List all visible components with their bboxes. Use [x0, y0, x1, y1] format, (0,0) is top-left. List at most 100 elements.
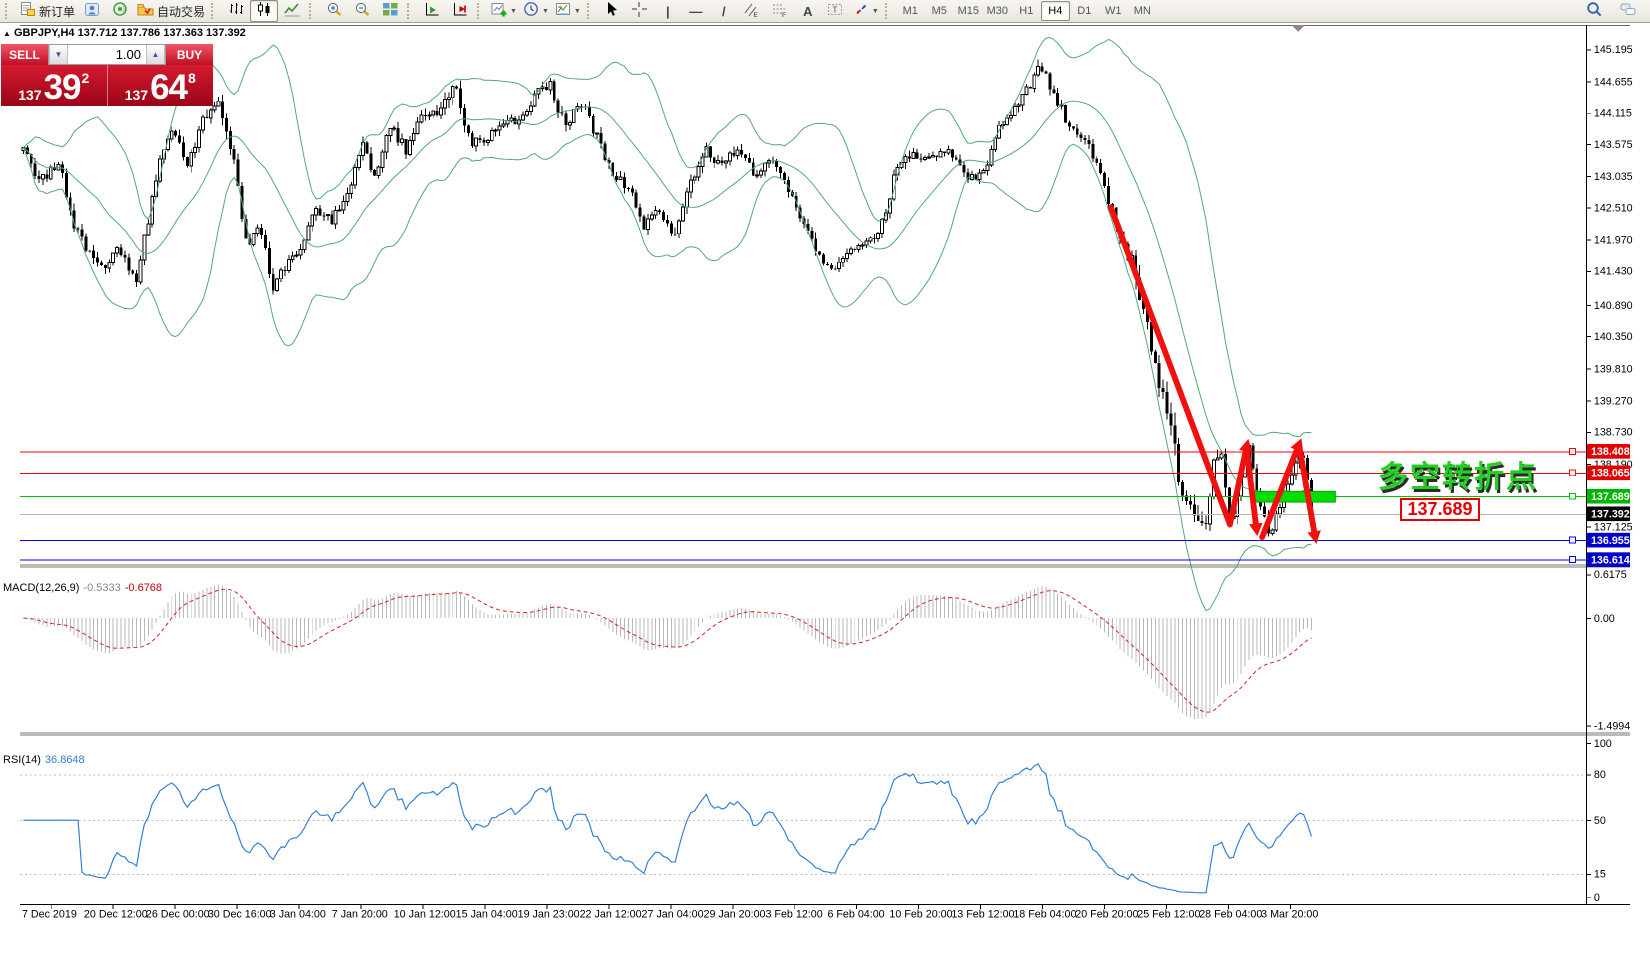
turning-point-annotation[interactable]: 多空转折点	[1378, 461, 1538, 494]
svg-text:139.270: 139.270	[1594, 396, 1633, 408]
macd-histogram	[26, 584, 1312, 720]
red-trend-arrows[interactable]	[1107, 204, 1321, 544]
toolbar-button-fibonacci[interactable]: F	[766, 0, 794, 22]
toolbar-group-separator	[586, 3, 594, 19]
toolbar-button-crosshair[interactable]	[626, 0, 654, 22]
svg-text:26 Dec 00:00: 26 Dec 00:00	[146, 909, 210, 921]
toolbar-button-vertical-line[interactable]: |	[654, 0, 682, 22]
toolbar-button-signals[interactable]	[106, 0, 134, 22]
toolbar-button-zoom-out[interactable]	[348, 0, 376, 22]
toolbar-button-equidistant-channel[interactable]: E	[738, 0, 766, 22]
svg-text:7 Dec 2019: 7 Dec 2019	[22, 909, 77, 921]
chart-area[interactable]: 145.195 144.655 144.115 143.575 143.035 142.5…	[0, 23, 1650, 948]
timeframe-button-M1[interactable]: M1	[902, 5, 918, 17]
svg-text:140.350: 140.350	[1594, 331, 1633, 343]
zoom-out-icon	[354, 1, 371, 21]
rsi-line	[23, 763, 1312, 894]
toolbar-button-text[interactable]: A	[794, 0, 822, 22]
volume-up-button[interactable]: ▲	[146, 45, 165, 64]
macd-indicator-label: MACD(12,26,9) -0.5333 -0.6768	[3, 582, 163, 594]
bar-chart-icon	[228, 1, 245, 21]
svg-text:137.125: 137.125	[1594, 521, 1633, 533]
sell-button[interactable]: SELL	[1, 44, 48, 65]
price-level-label[interactable]: 137.689	[1400, 498, 1480, 521]
timeframe-button-M5[interactable]: M5	[931, 5, 947, 17]
svg-text:137.689: 137.689	[1591, 491, 1630, 503]
crosshair-icon	[631, 1, 648, 21]
svg-text:138.408: 138.408	[1591, 446, 1630, 458]
toolbar-button-chart-shift[interactable]	[446, 0, 474, 22]
timeframe-button-W1[interactable]: W1	[1105, 5, 1122, 17]
dropdown-arrow-icon[interactable]: ▼	[573, 7, 581, 15]
chart-shift-icon	[452, 1, 469, 21]
zoom-in-icon	[326, 1, 343, 21]
toolbar-button-bar-chart[interactable]	[222, 0, 250, 22]
timeframe-button-M30[interactable]: M30	[986, 5, 1008, 17]
svg-text:141.970: 141.970	[1594, 235, 1633, 247]
toolbar-button-tile-windows[interactable]	[376, 0, 404, 22]
svg-text:0: 0	[1594, 892, 1600, 904]
macd-panel	[23, 584, 1312, 720]
one-click-collapse-icon[interactable]: ▲	[3, 29, 11, 38]
timeframe-button-H4[interactable]: H4	[1040, 1, 1070, 21]
volume-down-button[interactable]: ▼	[49, 45, 68, 64]
toolbar-button-chat[interactable]	[1614, 0, 1642, 22]
auto-scroll-icon	[424, 1, 441, 21]
price-badge	[1587, 552, 1630, 567]
dropdown-arrow-icon[interactable]: ▼	[510, 7, 517, 15]
timeframe-button-D1[interactable]: D1	[1077, 5, 1092, 17]
timeframe-button-H1[interactable]: H1	[1019, 5, 1034, 17]
toolbar-button-text-label[interactable]: T	[822, 0, 850, 22]
toolbar-button-line-chart[interactable]	[278, 0, 306, 22]
toolbar-button-mql-community[interactable]	[78, 0, 106, 22]
toolbar-button-auto-scroll[interactable]	[418, 0, 446, 22]
price-axis[interactable]: 145.195 144.655 144.115 143.575 143.035 142.5…	[1587, 44, 1633, 904]
auto-trading-icon	[137, 1, 154, 21]
svg-text:50: 50	[1594, 815, 1606, 827]
toolbar-button-template-menu[interactable]: ▼	[552, 0, 584, 22]
toolbar-button-period-menu[interactable]: ▼	[520, 0, 552, 22]
svg-text:30 Dec 16:00: 30 Dec 16:00	[208, 909, 272, 921]
toolbar-button-trendline[interactable]: /	[710, 0, 738, 22]
timeframe-button-M15[interactable]: M15	[957, 5, 979, 17]
svg-text:143.035: 143.035	[1594, 171, 1633, 183]
fibonacci-icon: F	[771, 1, 788, 21]
dropdown-arrow-icon[interactable]: ▼	[871, 7, 879, 15]
svg-text:-1.4994: -1.4994	[1594, 720, 1630, 732]
toolbar-button-cursor[interactable]	[598, 0, 626, 22]
volume-value[interactable]: 1.00	[115, 47, 141, 62]
toolbar-button-search[interactable]	[1580, 0, 1608, 22]
cursor-icon	[603, 1, 620, 21]
buy-price[interactable]: 137 64 8	[124, 68, 196, 107]
sell-price[interactable]: 137 39 2	[18, 68, 90, 107]
main-toolbar: 新订单 自动交易 ▼ ▼ ▼ | — / E F A T ▼ M1 M5 M15 M30 H1 H4 D1 W1 MN	[0, 0, 1650, 23]
svg-text:143.575: 143.575	[1594, 139, 1633, 151]
buy-button[interactable]: BUY	[166, 44, 213, 65]
toolbar-group-separator	[477, 3, 484, 19]
toolbar-button-zoom-in[interactable]	[320, 0, 348, 22]
svg-text:3 Feb 12:00: 3 Feb 12:00	[765, 909, 822, 921]
search-icon	[1586, 1, 1603, 21]
price-badge	[1587, 488, 1630, 504]
chart-shift-marker[interactable]	[1291, 24, 1306, 32]
toolbar-button-new-chart[interactable]: ▼	[488, 0, 520, 22]
svg-text:80: 80	[1594, 769, 1606, 781]
text-label-icon: T	[827, 1, 844, 21]
svg-text:140.890: 140.890	[1594, 300, 1633, 312]
toolbar-button-horizontal-line[interactable]: —	[682, 0, 710, 22]
toolbar-button-candlestick-chart[interactable]	[250, 0, 279, 22]
candlestick-series	[21, 59, 1313, 537]
mql-community-icon	[84, 1, 101, 21]
dropdown-arrow-icon[interactable]: ▼	[541, 7, 549, 15]
svg-text:144.655: 144.655	[1594, 76, 1633, 88]
svg-text:28 Feb 04:00: 28 Feb 04:00	[1199, 909, 1262, 921]
toolbar-button-arrows[interactable]: ▼	[850, 0, 882, 22]
svg-text:27 Jan 04:00: 27 Jan 04:00	[642, 909, 704, 921]
support-zone-bar[interactable]	[1250, 490, 1336, 503]
horizontal-level-lines[interactable]	[20, 447, 1587, 564]
timeframe-button-MN[interactable]: MN	[1133, 5, 1151, 17]
toolbar-button-auto-trading[interactable]: 自动交易	[134, 0, 208, 22]
arrows-icon	[853, 1, 870, 21]
toolbar-button-new-order[interactable]: 新订单	[16, 0, 78, 22]
